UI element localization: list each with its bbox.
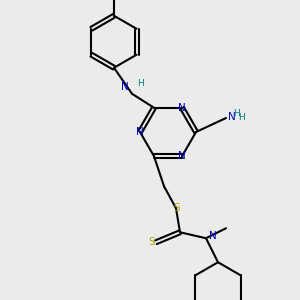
Text: N: N (209, 231, 217, 241)
Text: H: H (137, 79, 144, 88)
Text: S: S (174, 203, 180, 213)
Text: H: H (238, 112, 245, 122)
Text: N: N (228, 112, 236, 122)
Text: S: S (149, 237, 155, 247)
Text: N: N (178, 151, 186, 161)
Text: N: N (178, 103, 186, 113)
Text: N: N (121, 82, 129, 92)
Text: N: N (136, 127, 144, 137)
Text: H: H (233, 109, 240, 118)
